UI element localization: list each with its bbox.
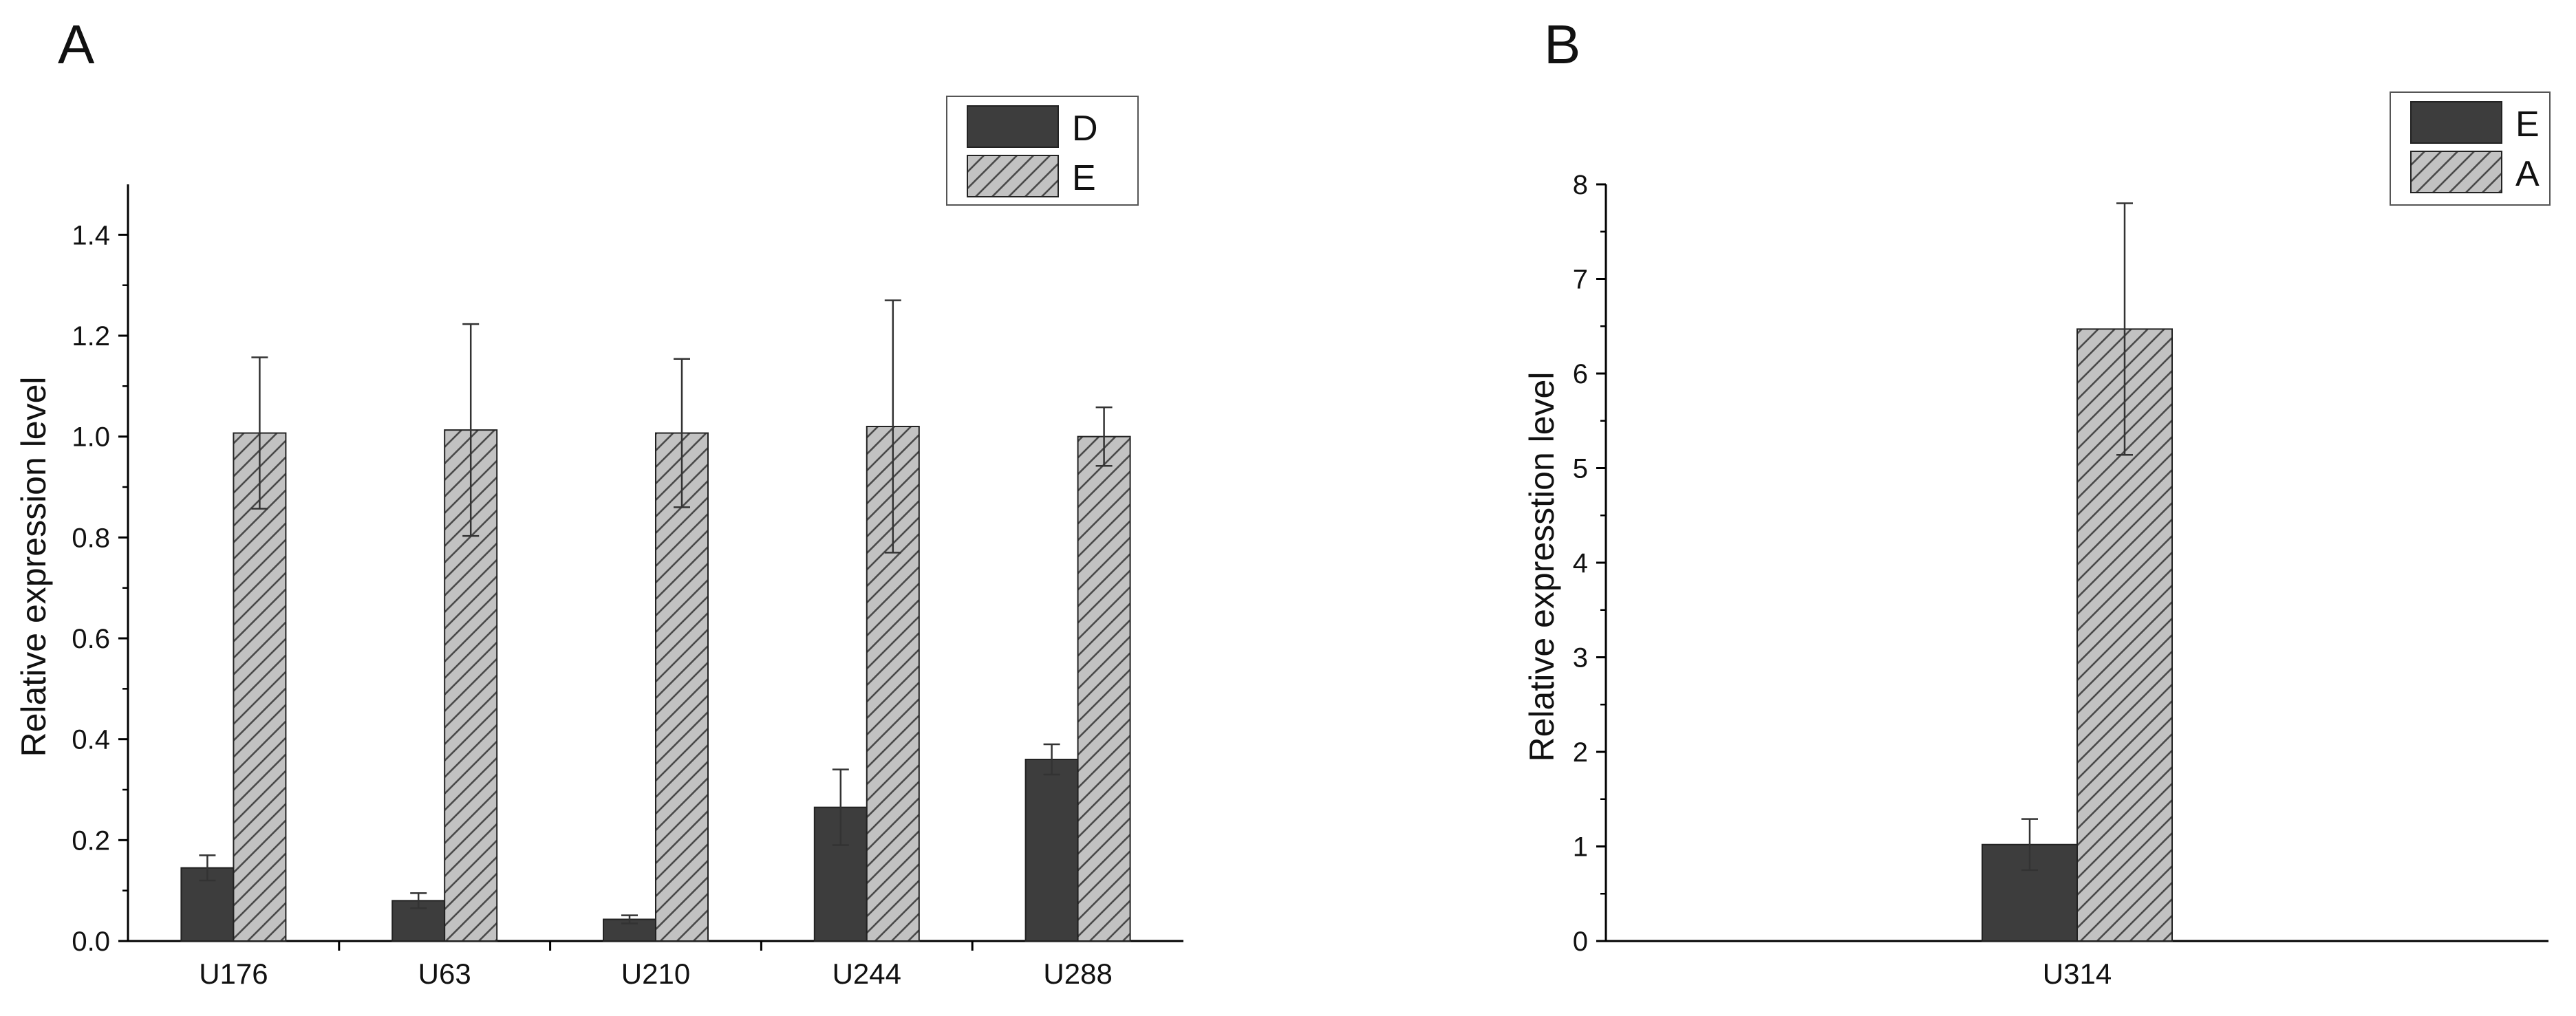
- panel-a: A Relative expression level 0.0 0.2 0.4 0.6…: [14, 14, 1183, 990]
- y-tick-label: 1.0: [72, 422, 110, 453]
- legend-b: EA: [2390, 91, 2551, 206]
- bar-e-u210: [655, 432, 709, 942]
- bars-a: [180, 299, 1131, 942]
- y-tick-label: 0.6: [72, 624, 110, 654]
- y-tick-label: 5: [1573, 454, 1588, 484]
- x-tick-label: U210: [621, 958, 690, 990]
- y-tick-label: 4: [1573, 548, 1588, 579]
- panel-label-b: B: [1544, 14, 1580, 75]
- legend-label-e: E: [2515, 105, 2540, 144]
- y-tick-label: 0.8: [72, 523, 110, 553]
- y-tick-label: 8: [1573, 170, 1588, 200]
- x-tick-label: U314: [2043, 958, 2112, 990]
- legend-swatch-a: [2410, 151, 2502, 193]
- y-axis-label-a: Relative expression level: [14, 376, 53, 757]
- bar-d-u288: [1024, 759, 1079, 942]
- x-tick-label: U176: [199, 958, 268, 990]
- y-tick-label: 1.4: [72, 220, 110, 250]
- bar-d-u63: [391, 900, 446, 942]
- y-tick-label: 0.0: [72, 927, 110, 957]
- axes-b: 0 1 2 3 4 5 6 7 8 U314: [1573, 170, 2548, 990]
- y-tick-label: 0.4: [72, 725, 110, 755]
- panel-b: B Relative expresstion level 0 1 2 3 4 5 6 7 8 U3…: [1523, 14, 2551, 990]
- bars-b: [1982, 202, 2173, 942]
- legend-label-e: E: [1072, 158, 1096, 198]
- legend-swatch-d: [967, 105, 1059, 148]
- x-tick-label: U63: [418, 958, 471, 990]
- panel-label-a: A: [58, 14, 95, 75]
- legend-label-a: A: [2515, 154, 2540, 194]
- y-tick-label: 0.2: [72, 825, 110, 856]
- y-tick-label: 2: [1573, 737, 1588, 768]
- y-axis-label-b: Relative expresstion level: [1523, 372, 1561, 762]
- legend-label-d: D: [1072, 109, 1098, 149]
- bar-e-u288: [1077, 435, 1131, 942]
- y-tick-label: 3: [1573, 643, 1588, 673]
- y-tick-label: 6: [1573, 359, 1588, 389]
- legend-swatch-e: [967, 155, 1059, 197]
- axes-a: 0.0 0.2 0.4 0.6 0.8 1.0 1.2 1.4 U176 U63 U210 U244 U…: [72, 184, 1183, 990]
- y-tick-label: 1.2: [72, 321, 110, 352]
- x-tick-label: U244: [833, 958, 901, 990]
- y-tick-label: 0: [1573, 927, 1588, 957]
- legend-swatch-e: [2410, 101, 2502, 144]
- legend-a: DE: [946, 96, 1139, 206]
- y-tick-label: 7: [1573, 265, 1588, 295]
- x-tick-label: U288: [1043, 958, 1112, 990]
- y-tick-label: 1: [1573, 832, 1588, 863]
